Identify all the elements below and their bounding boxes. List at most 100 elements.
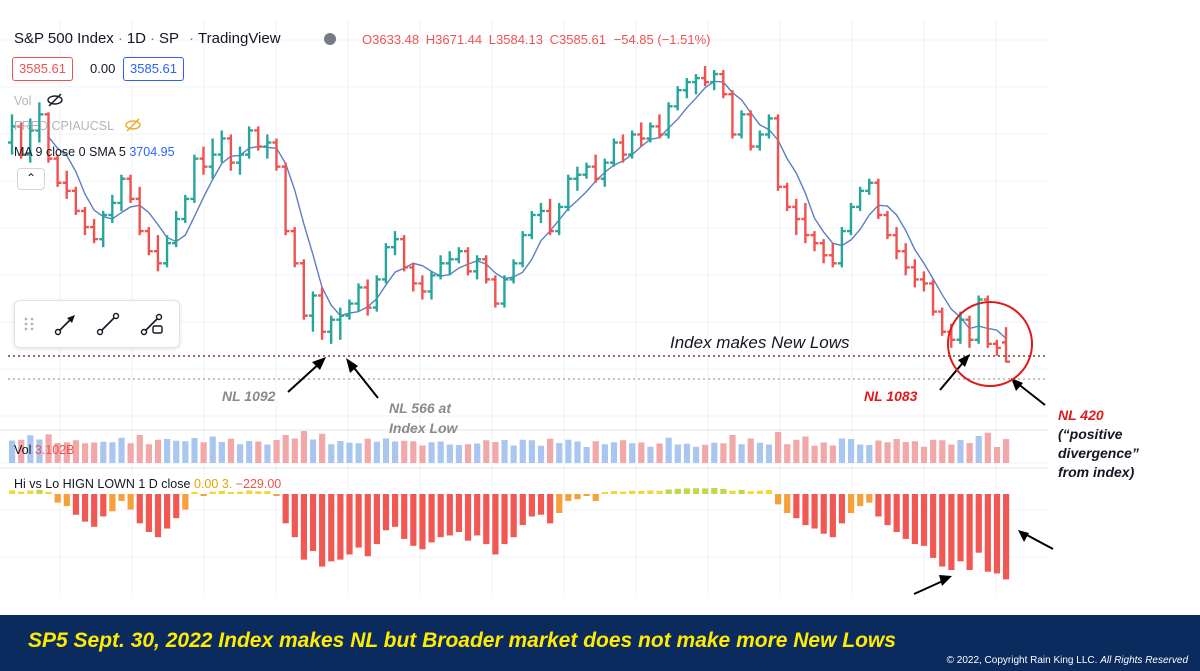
hilo-bar bbox=[236, 491, 244, 494]
volume-bar bbox=[474, 443, 481, 463]
volume-legend[interactable]: Vol 3.102B bbox=[14, 443, 75, 457]
bid-price-box[interactable]: 3585.61 bbox=[12, 57, 73, 81]
volume-bar bbox=[428, 442, 435, 463]
ohlc-bar bbox=[436, 255, 445, 280]
hilo-bar bbox=[300, 494, 308, 560]
volume-bar bbox=[802, 436, 809, 463]
hilo-bar bbox=[264, 491, 271, 494]
hilo-bar bbox=[474, 494, 481, 536]
hilo-bar bbox=[957, 494, 964, 562]
volume-bar bbox=[674, 444, 681, 463]
ohlc-readout: O3633.48 H3671.44 L3584.13 C3585.61 −54.… bbox=[362, 32, 711, 47]
hilo-bar bbox=[346, 494, 353, 555]
volume-bar bbox=[966, 443, 973, 463]
volume-bar bbox=[519, 439, 526, 463]
volume-bar bbox=[273, 440, 280, 463]
volume-bar bbox=[346, 442, 353, 463]
hilo-bar bbox=[18, 491, 25, 494]
hilo-bar bbox=[191, 491, 198, 494]
ohlc-bar bbox=[600, 158, 609, 187]
volume-bar bbox=[528, 440, 535, 463]
volume-bar bbox=[173, 440, 180, 463]
arrow-hilo-low bbox=[913, 579, 946, 595]
ohlc-bar bbox=[546, 198, 555, 236]
collapse-legend-button[interactable]: ⌃ bbox=[17, 168, 45, 190]
volume-bar bbox=[984, 432, 991, 463]
volume-bar bbox=[282, 435, 289, 463]
hilo-bar bbox=[291, 494, 298, 538]
hilo-bar bbox=[793, 494, 800, 519]
eye-icon[interactable] bbox=[322, 31, 338, 47]
ohlc-bar bbox=[828, 243, 837, 268]
hilo-bar bbox=[683, 488, 691, 494]
ohlc-bar bbox=[746, 110, 755, 151]
hilo-bar bbox=[920, 494, 928, 546]
ohlc-bar bbox=[892, 227, 901, 260]
ohlc-bar bbox=[8, 114, 16, 155]
ma-legend[interactable]: MA 9 close 0 SMA 5 3704.95 bbox=[14, 145, 175, 159]
volume-bar bbox=[902, 442, 909, 463]
annotation-index-new-lows: Index makes New Lows bbox=[670, 333, 850, 352]
volume-bar bbox=[355, 443, 362, 463]
hilo-bar bbox=[884, 494, 891, 526]
ohlc-bar bbox=[774, 114, 783, 191]
trend-line-tool-icon[interactable] bbox=[93, 309, 123, 339]
callout-tool-icon[interactable] bbox=[137, 309, 167, 339]
ohlc-bar bbox=[637, 122, 646, 147]
volume-bar bbox=[410, 441, 417, 463]
hilo-bar bbox=[255, 491, 262, 494]
hilo-legend[interactable]: Hi vs Lo HIGN LOWN 1 D close 0.00 3. −22… bbox=[14, 477, 282, 491]
arrow-tool-icon[interactable] bbox=[51, 309, 81, 339]
eye-hidden-icon[interactable] bbox=[46, 92, 64, 108]
fred-legend[interactable]: FRED:CPIAUCSL bbox=[14, 119, 115, 133]
ohlc-bar bbox=[190, 154, 199, 203]
volume-bar bbox=[36, 439, 43, 463]
ohlc-bar bbox=[555, 202, 564, 236]
vol-legend[interactable]: Vol bbox=[14, 94, 32, 108]
ohlc-bar bbox=[846, 202, 855, 236]
hilo-bar bbox=[273, 494, 280, 496]
ohlc-bar bbox=[135, 186, 144, 236]
volume-bar bbox=[18, 439, 25, 463]
ohlc-open: 3633.48 bbox=[372, 32, 420, 47]
ohlc-bar bbox=[454, 247, 463, 264]
volume-bar bbox=[392, 441, 399, 463]
ohlc-bar bbox=[144, 227, 153, 256]
hilo-bar bbox=[410, 494, 417, 546]
footer-copyright: © 2022, Copyright Rain King LLC. All Rig… bbox=[946, 655, 1188, 666]
volume-bar bbox=[154, 439, 162, 463]
chart-canvas[interactable] bbox=[0, 0, 1200, 615]
volume-bar bbox=[665, 437, 672, 463]
hilo-bar bbox=[227, 492, 235, 494]
ohlc-bar bbox=[646, 122, 655, 143]
volume-bar bbox=[63, 442, 70, 463]
volume-bar bbox=[319, 433, 326, 463]
volume-bar bbox=[884, 442, 891, 463]
ohlc-bar bbox=[673, 86, 682, 111]
hilo-bar bbox=[328, 494, 335, 562]
volume-bar bbox=[765, 444, 773, 463]
ohlc-bar bbox=[564, 174, 573, 211]
hilo-bar bbox=[100, 494, 107, 517]
volume-bars bbox=[9, 431, 1010, 463]
hilo-bar bbox=[674, 488, 681, 494]
volume-bar bbox=[227, 438, 235, 463]
ohlc-bar bbox=[728, 90, 737, 139]
symbol-header[interactable]: S&P 500 Index · 1D · SP · TradingView bbox=[14, 30, 281, 47]
hilo-bar bbox=[574, 494, 581, 500]
hilo-bar bbox=[583, 494, 590, 496]
hilo-bar bbox=[492, 494, 499, 555]
hilo-bar bbox=[820, 494, 827, 534]
ohlc-bar bbox=[737, 110, 746, 139]
volume-bar bbox=[875, 440, 882, 463]
ask-price-box[interactable]: 3585.61 bbox=[123, 57, 184, 81]
volume-bar bbox=[720, 443, 727, 463]
ohlc-bar bbox=[628, 130, 637, 159]
ohlc-bar bbox=[299, 259, 308, 320]
volume-bar bbox=[510, 445, 517, 463]
footer-title: SP5 Sept. 30, 2022 Index makes NL but Br… bbox=[28, 629, 896, 652]
hilo-bar bbox=[811, 494, 818, 529]
eye-hidden-icon-orange[interactable] bbox=[124, 117, 142, 133]
drag-handle-icon[interactable] bbox=[21, 309, 37, 339]
hilo-bar bbox=[173, 494, 180, 519]
